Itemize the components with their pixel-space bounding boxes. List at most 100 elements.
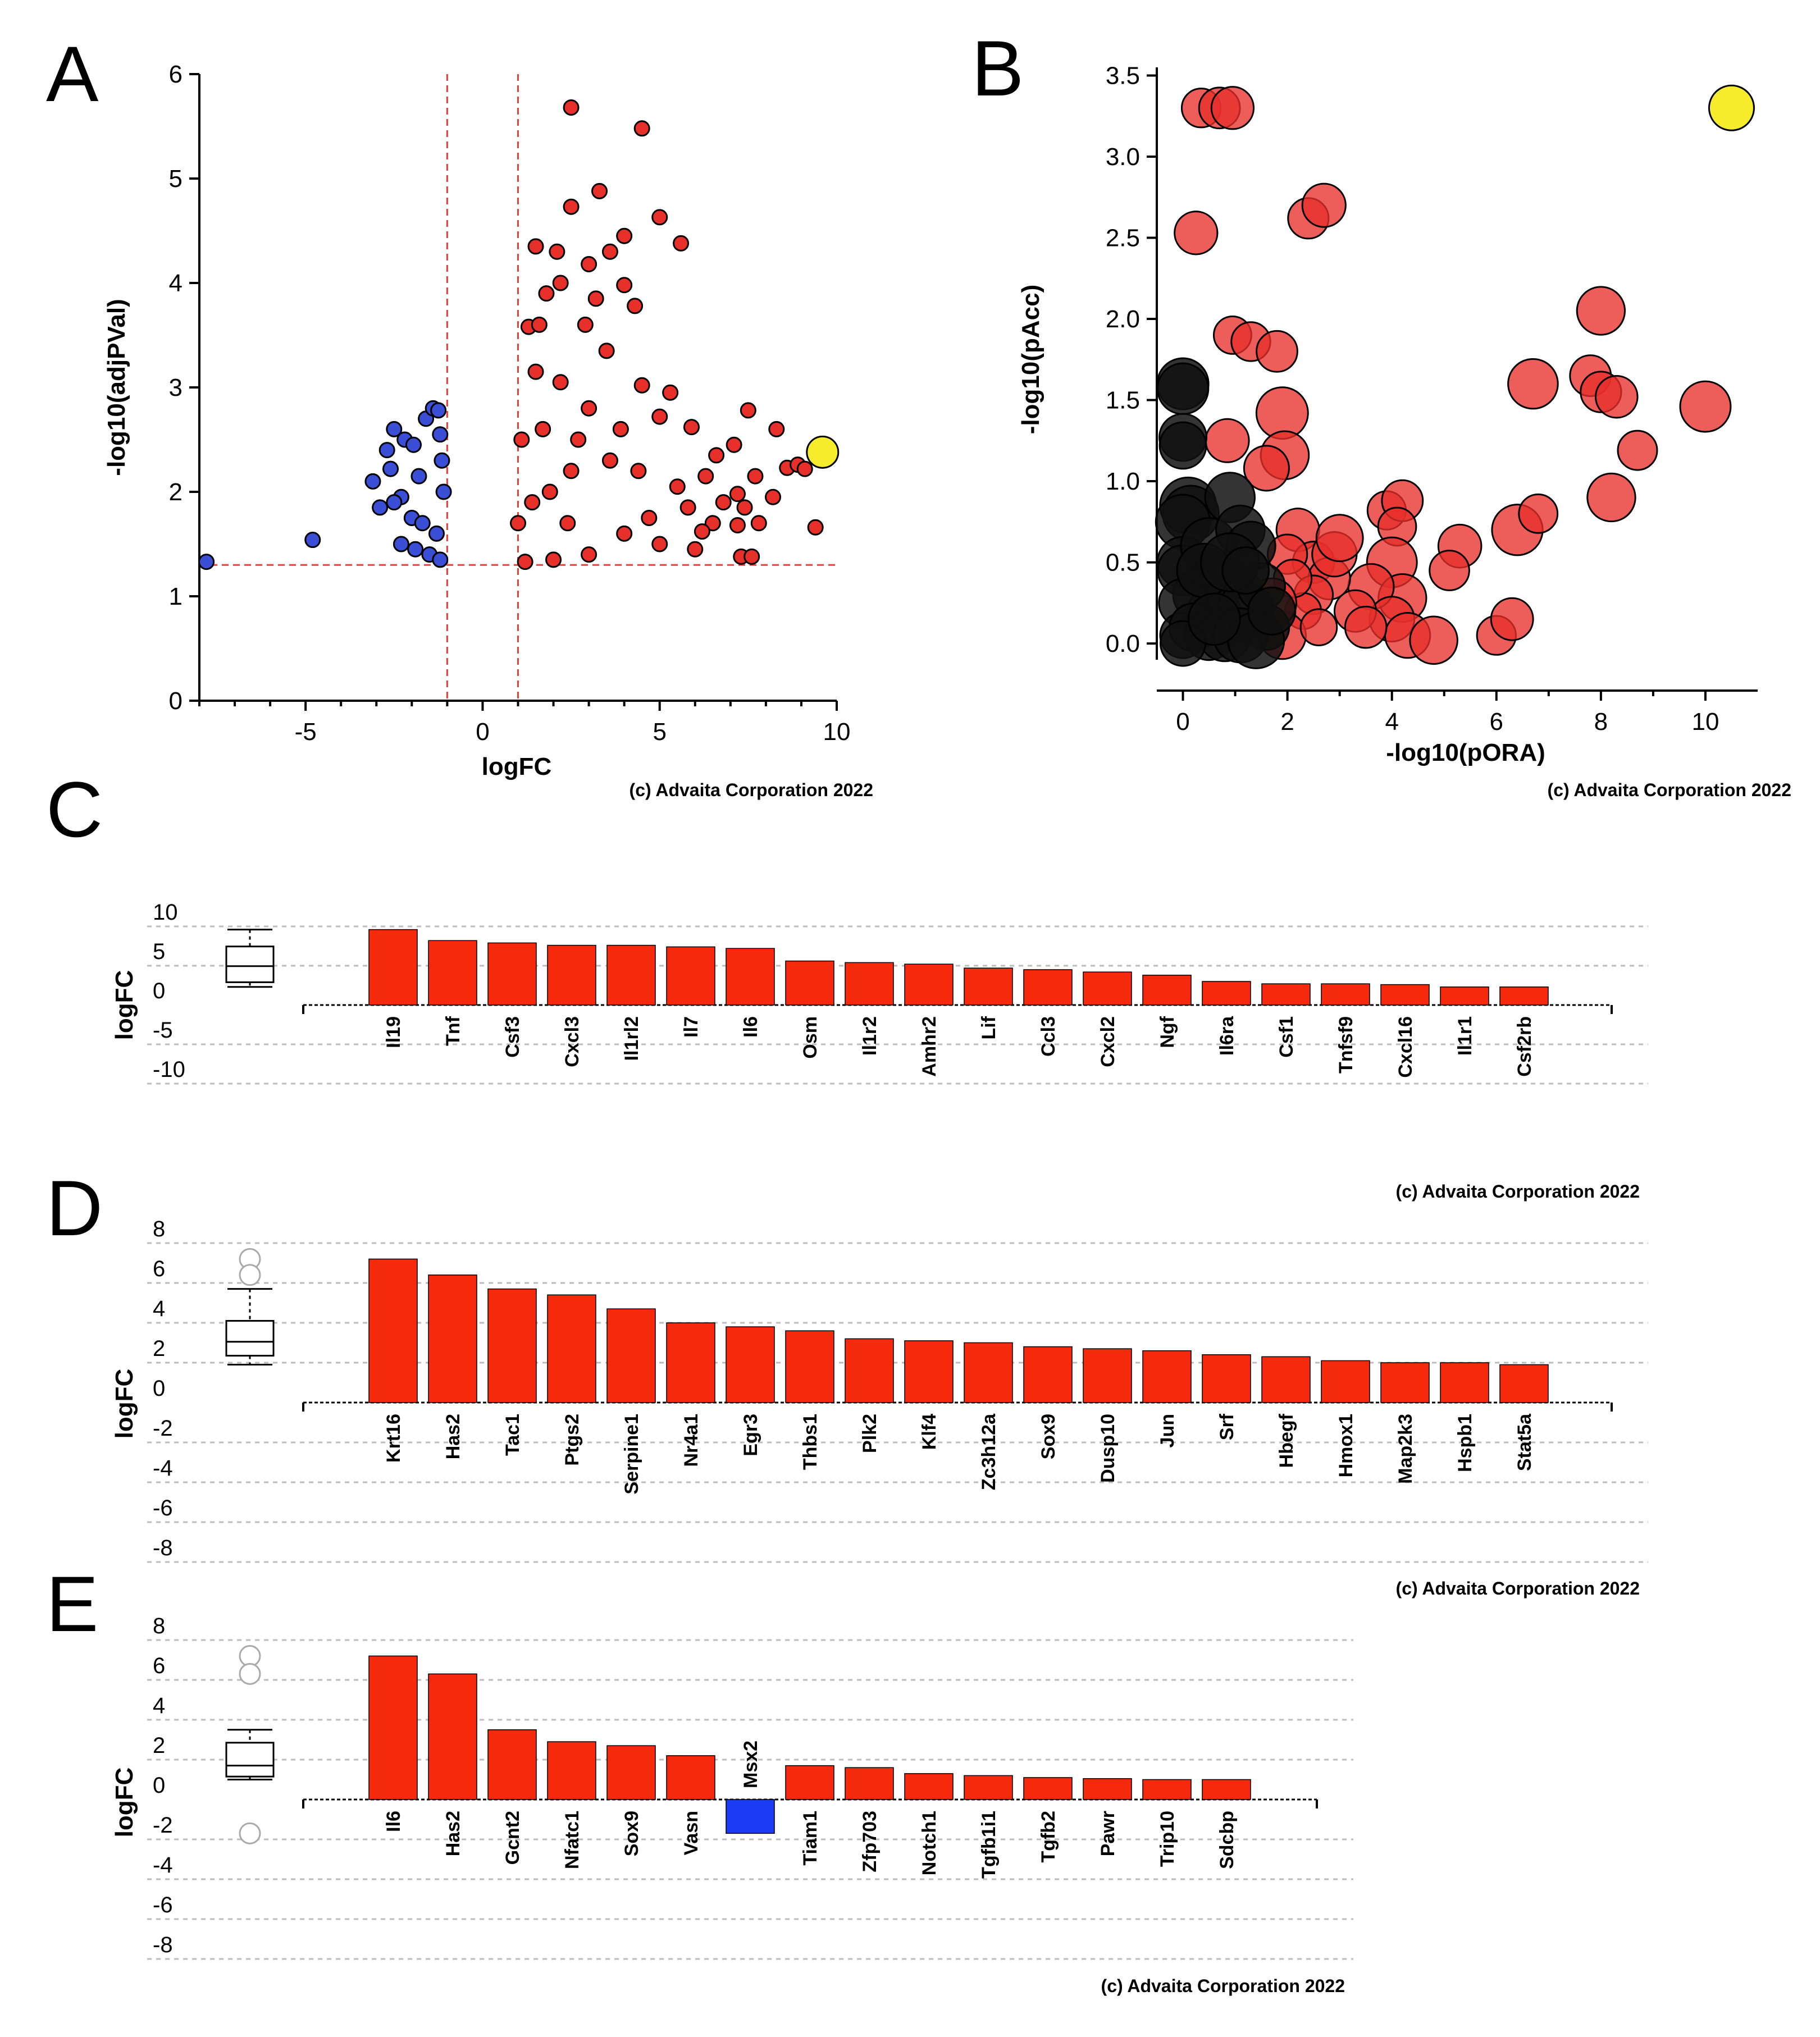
up-point xyxy=(538,285,555,302)
bar-notch1 xyxy=(904,1773,954,1800)
down-point xyxy=(414,515,431,532)
up-point xyxy=(633,377,650,394)
up-point xyxy=(687,541,704,558)
panel-d-label: D xyxy=(46,1164,103,1252)
gene-label: Plk2 xyxy=(859,1414,881,1453)
y-tick-label: 3 xyxy=(169,374,183,401)
box-outlier xyxy=(239,1264,261,1286)
gene-label: Notch1 xyxy=(919,1811,940,1875)
panel-d-copyright: (c) Advaita Corporation 2022 xyxy=(1396,1578,1640,1598)
y-tick-label: 2 xyxy=(153,1733,165,1758)
up-point xyxy=(513,431,530,448)
y-tick-label: 2 xyxy=(169,478,183,506)
up-point xyxy=(740,402,756,419)
up-point xyxy=(545,551,562,568)
x-tick-label: 10 xyxy=(1691,708,1719,736)
down-point xyxy=(364,473,381,490)
up-point xyxy=(1301,182,1347,228)
nonsig-point xyxy=(1187,592,1241,646)
bar-hbegf xyxy=(1261,1356,1311,1403)
panel-c-bar-chart: C logFC (c) Advaita Corporation 2022 -10… xyxy=(46,765,1648,1202)
down-point xyxy=(432,551,449,568)
gene-label: Map2k3 xyxy=(1395,1414,1416,1484)
gene-label: Il6 xyxy=(383,1811,404,1832)
up-point xyxy=(750,515,767,532)
down-point xyxy=(432,426,449,443)
up-point xyxy=(651,408,668,425)
up-point xyxy=(581,256,597,273)
gene-label: Tnf xyxy=(443,1016,464,1046)
up-point xyxy=(535,421,551,437)
panel-c-y-axis-label: logFC xyxy=(111,970,138,1040)
panel-a-x-axis-label: logFC xyxy=(482,753,552,780)
up-point xyxy=(729,517,746,534)
gene-label: Krt16 xyxy=(383,1414,404,1463)
y-tick-label: 3.0 xyxy=(1106,143,1140,171)
up-point xyxy=(633,120,650,137)
bar-krt16 xyxy=(368,1258,418,1403)
bar-il6 xyxy=(726,948,775,1006)
nonsig-point xyxy=(1221,546,1270,595)
gene-label: Hspb1 xyxy=(1454,1414,1476,1472)
gene-label: Gcnt2 xyxy=(502,1811,523,1865)
y-tick-label: 5 xyxy=(153,939,165,964)
down-point xyxy=(435,483,452,500)
y-tick-label: 4 xyxy=(153,1693,165,1718)
gene-label: Cxcl16 xyxy=(1395,1016,1416,1078)
panel-e-bar-chart: E logFC (c) Advaita Corporation 2022 -8 -… xyxy=(46,1560,1353,1996)
gene-label: Nfatc1 xyxy=(562,1811,583,1869)
up-point xyxy=(527,363,544,380)
y-tick-label: 3.5 xyxy=(1106,62,1140,89)
gene-label: Ccl3 xyxy=(1038,1016,1059,1057)
x-tick-label: 8 xyxy=(1594,708,1608,736)
up-point xyxy=(524,494,541,511)
bar-gcnt2 xyxy=(487,1729,537,1800)
bar-zc3h12a xyxy=(964,1342,1013,1403)
up-point xyxy=(616,277,633,294)
up-point xyxy=(708,447,725,464)
up-point xyxy=(765,488,781,505)
bar-ccl3 xyxy=(1023,969,1073,1006)
x-tick-label: 0 xyxy=(1176,708,1189,736)
gene-label: Il1r1 xyxy=(1454,1016,1476,1056)
y-tick-label: 10 xyxy=(153,900,178,925)
down-point xyxy=(382,460,399,477)
box-iqr xyxy=(225,946,275,983)
bar-klf4 xyxy=(904,1340,954,1403)
up-point xyxy=(531,316,548,333)
up-point xyxy=(1576,286,1626,336)
up-point xyxy=(679,499,696,516)
y-tick-label: 4 xyxy=(169,270,183,297)
x-tick-label: -5 xyxy=(295,718,317,746)
up-point xyxy=(527,238,544,255)
bar-tgfb1i1 xyxy=(964,1775,1013,1800)
bar-trip10 xyxy=(1142,1779,1192,1800)
up-point xyxy=(1409,615,1458,665)
down-point xyxy=(410,468,427,485)
up-point xyxy=(662,384,679,401)
y-tick-label: 1 xyxy=(169,583,183,610)
gene-label: Il6ra xyxy=(1216,1016,1238,1056)
up-point xyxy=(591,182,608,199)
panel-d-bar-chart: D logFC (c) Advaita Corporation 2022 -8 -… xyxy=(46,1164,1648,1598)
bar-il6 xyxy=(368,1655,418,1800)
up-point xyxy=(1205,418,1250,463)
up-point xyxy=(541,483,558,500)
gene-label: Trip10 xyxy=(1157,1811,1178,1867)
gene-label: Il7 xyxy=(681,1016,702,1038)
up-point xyxy=(1507,358,1559,410)
y-tick-label: 6 xyxy=(169,61,183,88)
up-point xyxy=(1595,374,1639,419)
gene-label: Has2 xyxy=(443,1414,464,1459)
bar-cxcl3 xyxy=(547,944,596,1006)
bar-il6ra xyxy=(1202,981,1251,1006)
gene-label: Amhr2 xyxy=(919,1016,940,1077)
bar-egr3 xyxy=(726,1326,775,1403)
x-tick-label: 6 xyxy=(1490,708,1503,736)
bar-tnf xyxy=(428,940,477,1006)
gene-label: Thbs1 xyxy=(800,1414,821,1470)
gene-label: Il6 xyxy=(740,1016,761,1038)
gene-label: Jun xyxy=(1157,1414,1178,1447)
bar-jun xyxy=(1142,1350,1192,1403)
gene-label: Sox9 xyxy=(1038,1414,1059,1459)
